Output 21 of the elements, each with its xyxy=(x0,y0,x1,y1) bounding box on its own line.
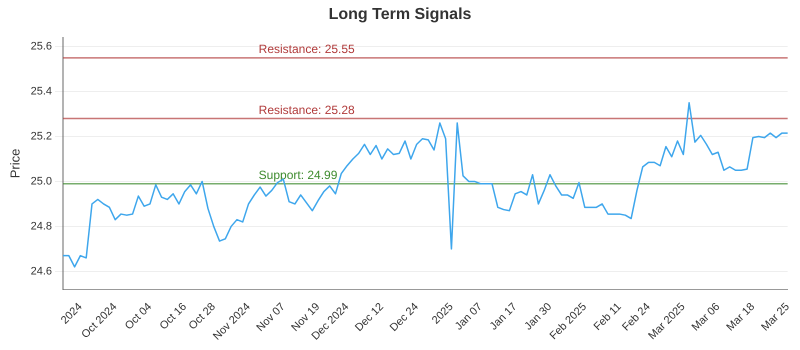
y-axis-title: Price xyxy=(7,148,22,178)
ref-line-label: Resistance: 25.28 xyxy=(258,102,356,117)
x-tick-label: Dec 12 xyxy=(352,300,386,334)
ref-line-label: Resistance: 25.55 xyxy=(258,42,356,56)
x-tick-label: Dec 24 xyxy=(388,300,421,334)
y-tick-label: 25.4 xyxy=(30,86,52,98)
x-tick-label: Mar 25 xyxy=(759,300,792,334)
x-tick-label: Mar 18 xyxy=(724,300,758,334)
y-tick-label: 24.8 xyxy=(30,220,52,232)
y-tick-label: 25.0 xyxy=(30,176,52,188)
ref-line-label: Support: 24.99 xyxy=(258,168,338,182)
x-tick-label: Mar 06 xyxy=(690,300,722,334)
x-tick-label: Jan 07 xyxy=(452,300,485,333)
y-tick-label: 25.2 xyxy=(30,130,52,143)
chart-title: Long Term Signals xyxy=(328,6,472,25)
y-tick-label: 25.6 xyxy=(30,40,52,53)
x-tick-label: Nov 07 xyxy=(254,300,288,334)
y-tick-label: 24.6 xyxy=(30,265,52,278)
x-tick-label: Jan 17 xyxy=(488,300,520,333)
x-tick-label: Oct 16 xyxy=(158,300,190,332)
x-tick-label: Oct 04 xyxy=(122,300,154,332)
